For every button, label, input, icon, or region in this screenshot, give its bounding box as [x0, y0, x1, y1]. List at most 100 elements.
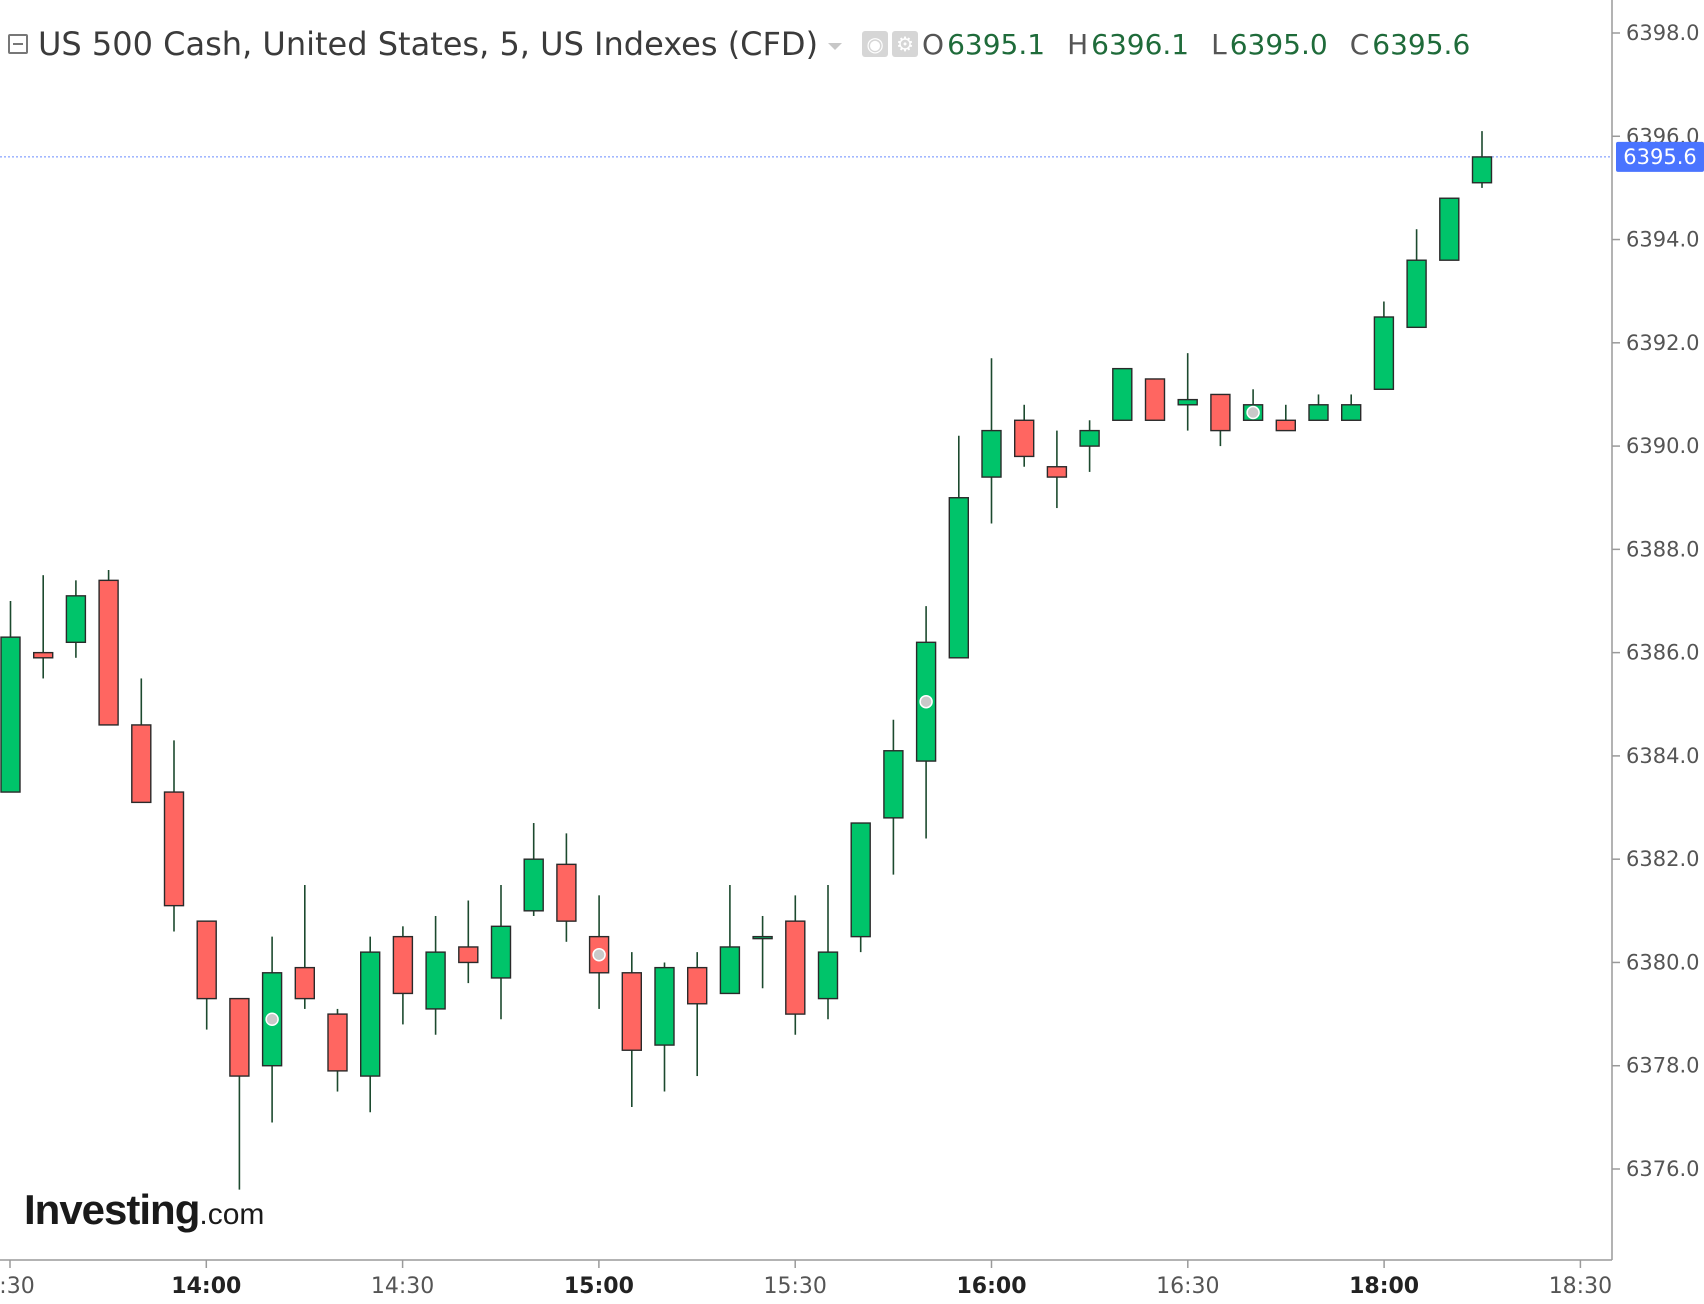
ohlc-key: O — [922, 27, 945, 61]
candle-body — [229, 997, 250, 1077]
candle-up — [425, 915, 446, 1035]
eye-icon[interactable]: ◉ — [862, 31, 889, 57]
candle-body — [556, 863, 577, 922]
candle-body — [98, 579, 119, 726]
candle-body — [883, 750, 904, 819]
logo-brand-text: Investing — [24, 1186, 200, 1233]
candle-body — [0, 636, 21, 793]
candle-body — [1112, 367, 1133, 421]
x-tick-label: 16:00 — [956, 1274, 1026, 1299]
candle-body — [752, 935, 773, 940]
x-tick-label: 14:30 — [371, 1274, 434, 1299]
x-tick-label: 3:30 — [0, 1274, 35, 1299]
ohlc-item-c: C 6395.6 — [1350, 28, 1471, 61]
candle-down — [1275, 404, 1297, 432]
y-tick-label: 6394.0 — [1626, 228, 1699, 252]
collapse-icon[interactable] — [8, 34, 28, 54]
candle-body — [294, 966, 315, 1000]
candle-body — [1014, 419, 1035, 458]
candle-body — [392, 935, 414, 995]
candle-down — [1014, 404, 1035, 467]
candle-down — [1144, 378, 1166, 421]
y-tick-label: 6376.0 — [1626, 1157, 1699, 1181]
candle-body — [1177, 398, 1198, 406]
candle-up — [523, 823, 544, 916]
y-tick-label: 6380.0 — [1626, 950, 1699, 974]
candle-up — [915, 606, 937, 839]
candle-up — [1177, 353, 1198, 431]
chevron-down-icon[interactable] — [828, 42, 843, 50]
candle-up — [1373, 301, 1395, 390]
x-tick-label: 14:00 — [171, 1274, 241, 1299]
candle-up — [490, 885, 512, 1020]
event-marker[interactable] — [1246, 405, 1260, 420]
x-tick-label: 15:00 — [564, 1274, 634, 1299]
candle-body — [654, 966, 675, 1046]
investing-logo: Investing .com — [24, 1186, 264, 1234]
chart-header: US 500 Cash, United States, 5, US Indexe… — [8, 22, 1470, 66]
candle-body — [1210, 393, 1231, 432]
candle-up — [817, 885, 839, 1020]
event-marker[interactable] — [919, 694, 933, 709]
y-tick-label: 6392.0 — [1626, 331, 1699, 355]
candle-body — [163, 791, 185, 907]
x-tick-label: 18:30 — [1549, 1274, 1612, 1299]
y-tick-label: 6398.0 — [1626, 21, 1699, 45]
candle-body — [1046, 466, 1068, 478]
y-tick-label: 6388.0 — [1626, 537, 1699, 561]
candle-body — [850, 822, 871, 938]
x-tick-label: 15:30 — [763, 1274, 826, 1299]
candle-down — [163, 740, 185, 932]
ohlc-item-o: O 6395.1 — [922, 28, 1045, 61]
candle-up — [1242, 389, 1264, 421]
candle-down — [687, 952, 708, 1077]
candle-body — [621, 972, 642, 1051]
candle-down — [327, 1008, 348, 1092]
current-price-label: 6395.6 — [1623, 145, 1696, 169]
candle-up — [360, 936, 381, 1113]
candle-body — [1144, 378, 1166, 421]
candle-body — [33, 651, 54, 659]
candle-up — [948, 435, 969, 659]
candle-body — [817, 951, 839, 1000]
candle-body — [785, 920, 806, 1015]
candle-up — [1079, 420, 1100, 472]
ohlc-key: L — [1211, 27, 1227, 61]
candle-body — [131, 724, 152, 804]
ohlc-value: 6395.0 — [1229, 27, 1328, 61]
chart-title: US 500 Cash, United States, 5, US Indexe… — [38, 25, 819, 63]
x-tick-label: 18:00 — [1349, 1274, 1419, 1299]
event-marker[interactable] — [592, 947, 606, 962]
candle-body — [1340, 404, 1362, 421]
candle-body — [1439, 197, 1460, 261]
candle-down — [1046, 430, 1068, 509]
current-price-badge — [1616, 141, 1704, 172]
logo-suffix-text: .com — [199, 1198, 265, 1231]
candle-up — [1406, 229, 1427, 329]
candle-body — [1373, 316, 1395, 390]
ohlc-item-h: H 6396.1 — [1067, 28, 1189, 61]
candle-down — [1210, 393, 1231, 447]
ohlc-key: H — [1067, 27, 1089, 61]
candle-down — [621, 952, 642, 1108]
candle-body — [687, 966, 708, 1005]
candle-down — [556, 833, 577, 942]
ohlc-item-l: L 6395.0 — [1211, 28, 1328, 61]
candle-body — [327, 1013, 348, 1072]
candle-body — [981, 429, 1002, 478]
ohlc-value: 6395.6 — [1372, 27, 1471, 61]
candle-down — [131, 678, 152, 804]
candle-up — [65, 580, 87, 658]
candle-down — [588, 895, 610, 1009]
gear-icon[interactable]: ⚙ — [892, 31, 919, 57]
event-marker[interactable] — [265, 1012, 279, 1027]
candle-down — [229, 997, 250, 1190]
candle-layer — [0, 131, 1493, 1190]
y-tick-label: 6390.0 — [1626, 434, 1699, 458]
candle-down — [785, 895, 806, 1035]
ohlc-value: 6395.1 — [947, 27, 1046, 61]
candle-up — [883, 719, 904, 875]
candle-up — [850, 822, 871, 953]
y-tick-label: 6382.0 — [1626, 847, 1699, 871]
